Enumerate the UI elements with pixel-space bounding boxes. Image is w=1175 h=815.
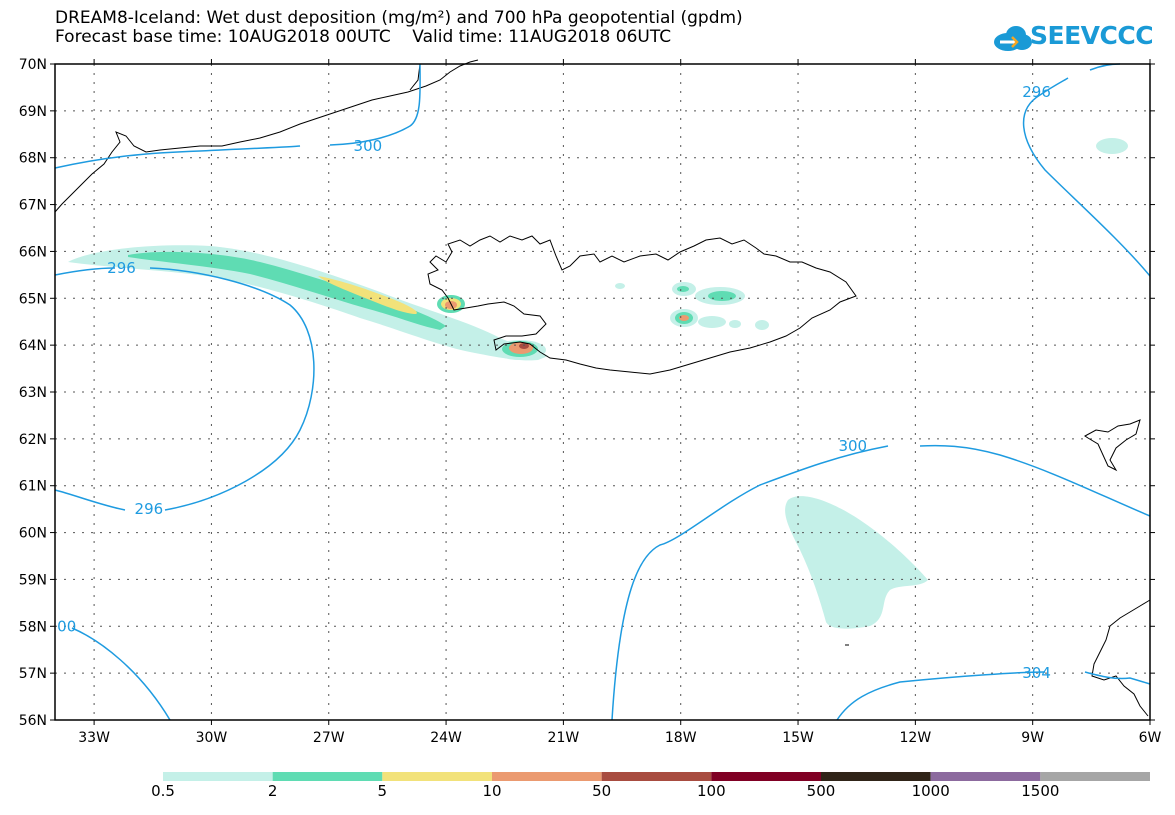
contour-304-south: [836, 671, 1151, 721]
map-frame: [54, 63, 1151, 721]
lat-tick-label: 70N: [19, 57, 47, 73]
lat-tick-label: 56N: [19, 713, 47, 729]
dust-spot-interior-4-core: [679, 315, 689, 321]
dust-spot-interior-1: [615, 283, 625, 289]
dust-spot-interior-2-core: [677, 286, 689, 292]
faroe-islands-coastline: [1084, 419, 1141, 472]
contour-300-north: [54, 63, 421, 169]
legend-swatch: [382, 772, 492, 781]
legend-label: 0.5: [151, 782, 175, 800]
legend-swatch: [492, 772, 602, 781]
axis-ticks: [50, 59, 1155, 725]
legend-label: 10: [482, 782, 502, 800]
legend-swatch: [930, 772, 1041, 781]
chart-title: DREAM8-Iceland: Wet dust deposition (mg/…: [55, 8, 743, 28]
lon-tick-label: 18W: [665, 730, 697, 746]
geopotential-contours: [54, 63, 1151, 721]
legend-label: 5: [377, 782, 388, 800]
chart-subtitle: Forecast base time: 10AUG2018 00UTC Vali…: [55, 27, 672, 47]
lon-tick-label: 21W: [548, 730, 580, 746]
lat-tick-label: 59N: [19, 572, 47, 588]
legend-label: 1000: [911, 782, 950, 800]
contour-label: 296: [135, 500, 164, 518]
contour-label: 300: [354, 137, 383, 155]
lon-tick-label: 27W: [313, 730, 345, 746]
contour-southwest: [71, 627, 171, 721]
contour-296-west: [54, 267, 315, 511]
lon-tick-label: 33W: [78, 730, 110, 746]
dust-spot-interior-5: [698, 316, 726, 328]
legend-label: 500: [806, 782, 836, 800]
coastlines: [54, 59, 1151, 717]
lat-tick-label: 68N: [19, 151, 47, 167]
legend-label: 100: [697, 782, 726, 800]
logo-text: SEEVCCC: [1030, 21, 1154, 50]
contour-label: 00: [57, 617, 76, 635]
lat-tick-label: 67N: [19, 198, 47, 214]
legend-swatch: [1040, 772, 1150, 781]
seevccc-logo: [994, 26, 1032, 51]
latitude-labels: 70N 69N 68N 67N 66N 65N 64N 63N 62N 61N 60N 59N 58N 5…: [19, 57, 47, 729]
dust-spot-interior-6: [729, 320, 741, 328]
scotland-coastline: [1091, 599, 1151, 717]
lat-tick-label: 61N: [19, 479, 47, 495]
lat-tick-label: 58N: [19, 619, 47, 635]
color-legend: [163, 772, 1150, 781]
lon-tick-label: 15W: [782, 730, 814, 746]
lon-tick-label: 12W: [900, 730, 932, 746]
lat-tick-label: 66N: [19, 244, 47, 260]
dust-plume-west-high: [318, 276, 417, 314]
lat-tick-label: 63N: [19, 385, 47, 401]
dust-spot-interior-7: [755, 320, 769, 330]
lon-tick-label: 9W: [1021, 730, 1044, 746]
lon-tick-label: 24W: [430, 730, 462, 746]
dust-plume-west-core: [128, 251, 446, 330]
legend-label: 1500: [1021, 782, 1060, 800]
greenland-coastline: [54, 59, 479, 213]
contour-label: 300: [838, 437, 867, 455]
dust-spot-reykjanes-peak: [519, 343, 529, 349]
dust-plume-west: [68, 245, 548, 361]
contour-label: 296: [1022, 83, 1051, 101]
contour-labels: 296 300 296 296 300 304 00: [57, 83, 1051, 682]
lat-tick-label: 69N: [19, 104, 47, 120]
lon-tick-label: 6W: [1139, 730, 1162, 746]
iceland-coastline: [427, 235, 857, 375]
legend-swatch: [711, 772, 821, 781]
lat-tick-label: 62N: [19, 432, 47, 448]
lat-tick-label: 57N: [19, 666, 47, 682]
dust-deposition-areas: [68, 138, 1128, 629]
legend-swatch: [821, 772, 931, 781]
lat-tick-label: 65N: [19, 291, 47, 307]
lat-tick-label: 64N: [19, 338, 47, 354]
lon-tick-label: 30W: [196, 730, 228, 746]
longitude-labels: 33W 30W 27W 24W 21W 18W 15W 12W 9W 6W: [78, 730, 1161, 746]
contour-label: 296: [107, 259, 136, 277]
legend-swatch: [163, 772, 273, 781]
cloud-icon: [994, 26, 1032, 51]
dust-spot-interior-3-core: [708, 291, 736, 301]
dust-spot-jan-mayen: [1096, 138, 1128, 154]
legend-label: 50: [592, 782, 612, 800]
legend-swatch: [272, 772, 383, 781]
lat-tick-label: 60N: [19, 526, 47, 542]
contour-300-south: [611, 444, 1151, 721]
graticule: [55, 64, 1150, 720]
legend-swatch: [601, 772, 712, 781]
dust-patch-south: [785, 496, 928, 629]
legend-label: 2: [267, 782, 278, 800]
contour-label: 304: [1022, 664, 1051, 682]
